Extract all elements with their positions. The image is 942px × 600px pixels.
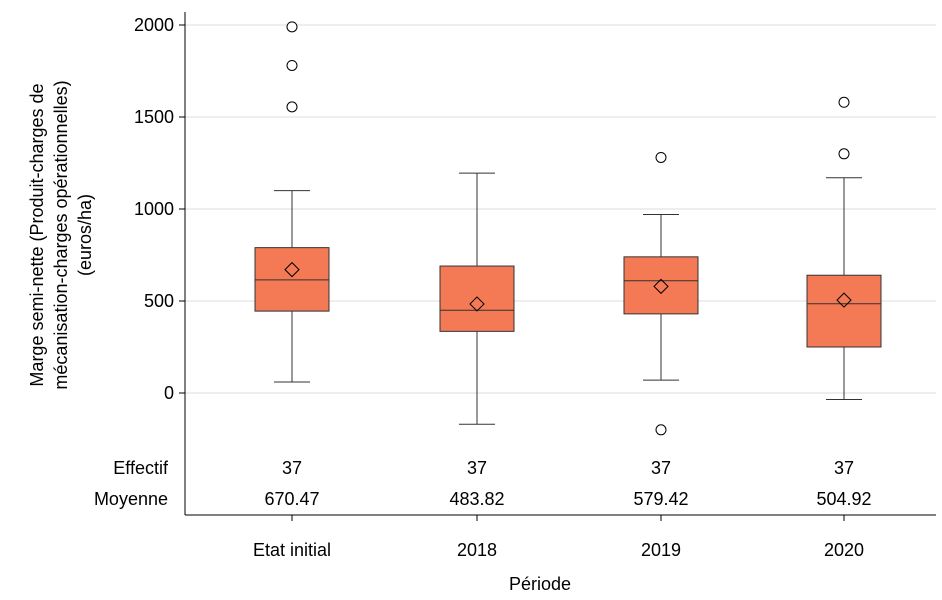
y-tick-labels: 0 500 1000 1500 2000 xyxy=(134,15,185,403)
iqr-box xyxy=(806,274,882,348)
outlier-point xyxy=(838,96,850,108)
box-series xyxy=(254,21,882,436)
table-cell: 37 xyxy=(834,458,854,478)
x-tick-label-4: 2020 xyxy=(824,540,864,560)
table-cell: 579.42 xyxy=(633,489,688,509)
table-cell: 37 xyxy=(467,458,487,478)
table-row-label-1: Effectif xyxy=(113,458,169,478)
box-1 xyxy=(254,21,330,383)
y-axis-title: Marge semi-nette (Produit-charges de méc… xyxy=(27,80,95,389)
mean-marker xyxy=(469,296,485,312)
x-tick-label-1: Etat initial xyxy=(253,540,331,560)
mean-marker xyxy=(836,292,852,308)
table-cell: 37 xyxy=(651,458,671,478)
outlier-point xyxy=(655,424,667,436)
x-axis-title: Période xyxy=(509,574,571,594)
axes xyxy=(184,12,936,516)
box-2 xyxy=(439,172,515,425)
mean-marker xyxy=(284,261,300,278)
x-tick-label-2: 2018 xyxy=(457,540,497,560)
outlier-point xyxy=(286,59,298,71)
y-tick-label-1500: 1500 xyxy=(134,107,174,127)
y-axis-title-line-3: (euros/ha) xyxy=(75,194,95,276)
y-tick-label-1000: 1000 xyxy=(134,199,174,219)
outlier-point xyxy=(655,151,667,163)
x-tick-labels: Etat initial 2018 2019 2020 xyxy=(253,515,864,560)
mean-marker xyxy=(653,278,669,295)
y-tick-label-2000: 2000 xyxy=(134,15,174,35)
y-axis-title-line-1: Marge semi-nette (Produit-charges de xyxy=(27,83,47,386)
box-4 xyxy=(806,96,882,400)
y-axis-title-line-2: mécanisation-charges opérationnelles) xyxy=(51,80,71,389)
y-tick-label-0: 0 xyxy=(164,383,174,403)
table-cell: 483.82 xyxy=(449,489,504,509)
box-3 xyxy=(623,151,699,436)
table-cell: 37 xyxy=(282,458,302,478)
iqr-box xyxy=(623,256,699,315)
table-cell: 670.47 xyxy=(264,489,319,509)
outlier-point xyxy=(286,21,298,33)
y-tick-label-500: 500 xyxy=(144,291,174,311)
x-tick-label-3: 2019 xyxy=(641,540,681,560)
outlier-point xyxy=(838,148,850,160)
table-row-label-2: Moyenne xyxy=(94,489,168,509)
iqr-box xyxy=(439,265,515,332)
outlier-point xyxy=(286,101,298,113)
stats-table: Effectif 37 37 37 37 Moyenne 670.47 483.82 579.4… xyxy=(94,458,872,509)
table-cell: 504.92 xyxy=(816,489,871,509)
